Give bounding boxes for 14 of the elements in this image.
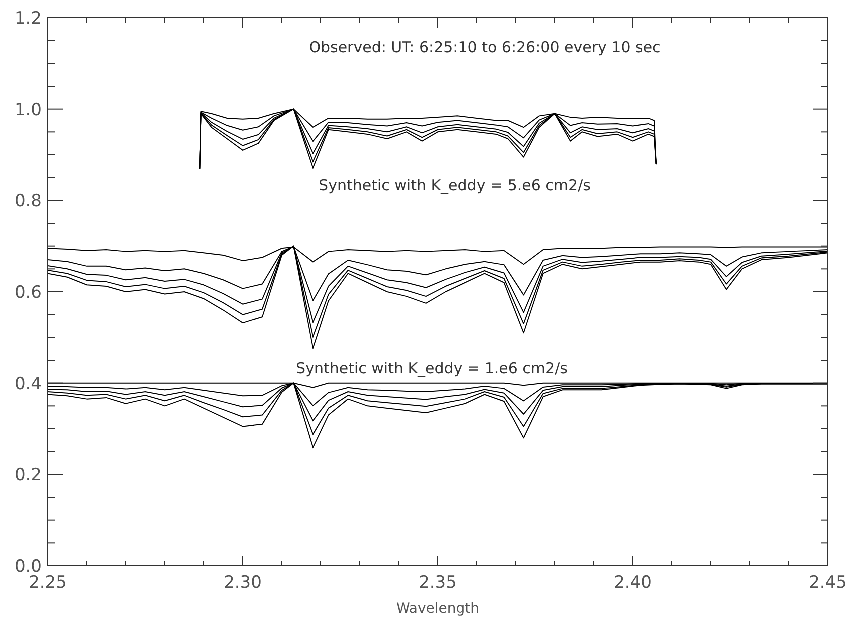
annotation: Synthetic with K_eddy = 5.e6 cm2/s — [319, 176, 592, 194]
x-tick-label: 2.40 — [614, 573, 652, 593]
y-tick-label: 0.4 — [14, 374, 42, 394]
x-axis-title: Wavelength — [396, 601, 480, 617]
x-tick-label: 2.45 — [809, 573, 847, 593]
annotation: Observed: UT: 6:25:10 to 6:26:00 every 10 sec — [309, 38, 661, 56]
y-tick-label: 0.6 — [14, 282, 42, 303]
y-tick-label: 0.8 — [14, 192, 42, 212]
y-tick-label: 1.2 — [14, 8, 42, 29]
x-tick-label: 2.30 — [224, 573, 262, 593]
x-tick-label: 2.35 — [419, 573, 457, 593]
y-tick-label: 1.0 — [14, 100, 42, 120]
y-tick-label: 0.2 — [14, 466, 42, 486]
annotation: Synthetic with K_eddy = 1.e6 cm2/s — [296, 359, 568, 378]
